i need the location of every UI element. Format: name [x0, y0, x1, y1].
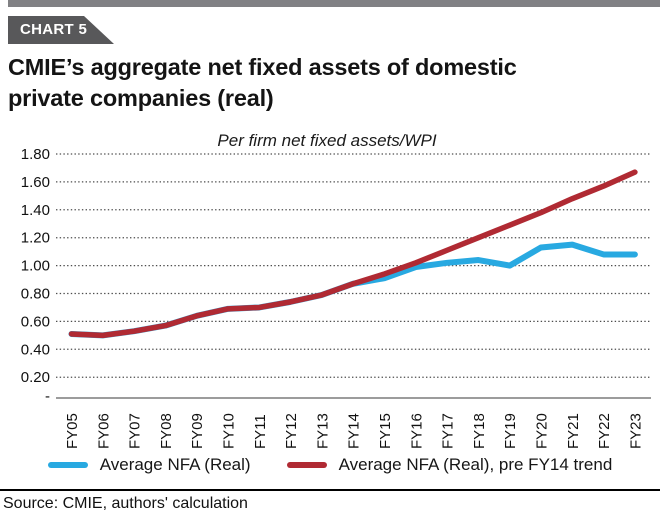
- y-tick-label: 0.40: [21, 341, 50, 358]
- chart-number-label: CHART 5: [20, 21, 88, 38]
- x-tick-label: FY21: [565, 413, 582, 449]
- x-tick-label: FY18: [471, 413, 488, 449]
- legend-label-average-nfa: Average NFA (Real): [99, 455, 251, 474]
- x-tick-label: FY22: [596, 413, 613, 449]
- y-tick-label: -: [45, 388, 50, 405]
- y-tick-label: 0.60: [21, 313, 50, 330]
- x-tick-label: FY20: [534, 413, 551, 449]
- x-tick-label: FY10: [221, 413, 238, 449]
- x-tick-label: FY12: [283, 413, 300, 449]
- series-line-pre-fy14-trend: [68, 169, 638, 339]
- legend-label-trend: Average NFA (Real), pre FY14 trend: [338, 455, 613, 474]
- y-tick-label: 0.80: [21, 286, 50, 303]
- x-tick-label: FY14: [346, 413, 363, 449]
- y-tick-label: 1.40: [21, 202, 50, 219]
- chart-title: CMIE’s aggregate net fixed assets of dom…: [8, 52, 648, 114]
- x-tick-label: FY09: [189, 413, 206, 449]
- x-tick-label: FY07: [127, 413, 144, 449]
- chart-legend: Average NFA (Real) Average NFA (Real), p…: [0, 455, 660, 475]
- x-tick-label: FY15: [377, 413, 394, 449]
- x-tick-label: FY17: [440, 413, 457, 449]
- source-note: Source: CMIE, authors' calculation: [3, 495, 248, 512]
- x-tick-label: FY19: [502, 413, 519, 449]
- chart-subtitle: Per firm net fixed assets/WPI: [217, 131, 437, 150]
- x-tick-label: FY06: [95, 413, 112, 449]
- legend-swatch-red-line: [286, 461, 327, 469]
- footer-divider: [0, 489, 660, 491]
- x-tick-label: FY05: [64, 413, 81, 449]
- x-tick-label: FY08: [158, 413, 175, 449]
- y-tick-label: 0.20: [21, 369, 50, 386]
- chart-title-line1: CMIE’s aggregate net fixed assets of dom…: [8, 54, 517, 80]
- y-tick-label: 1.80: [21, 146, 50, 163]
- x-tick-label: FY23: [627, 413, 644, 449]
- x-tick-label: FY13: [314, 413, 331, 449]
- chart-title-line2: private companies (real): [8, 85, 274, 111]
- y-tick-label: 1.00: [21, 258, 50, 275]
- y-tick-label: 1.60: [21, 174, 50, 191]
- x-tick-label: FY16: [408, 413, 425, 449]
- y-tick-label: 1.20: [21, 230, 50, 247]
- legend-item-trend: Average NFA (Real), pre FY14 trend: [286, 455, 613, 475]
- legend-swatch-blue-line: [47, 461, 88, 469]
- x-tick-label: FY11: [252, 414, 269, 449]
- legend-item-average-nfa: Average NFA (Real): [47, 455, 251, 475]
- top-divider-bar: [8, 0, 660, 7]
